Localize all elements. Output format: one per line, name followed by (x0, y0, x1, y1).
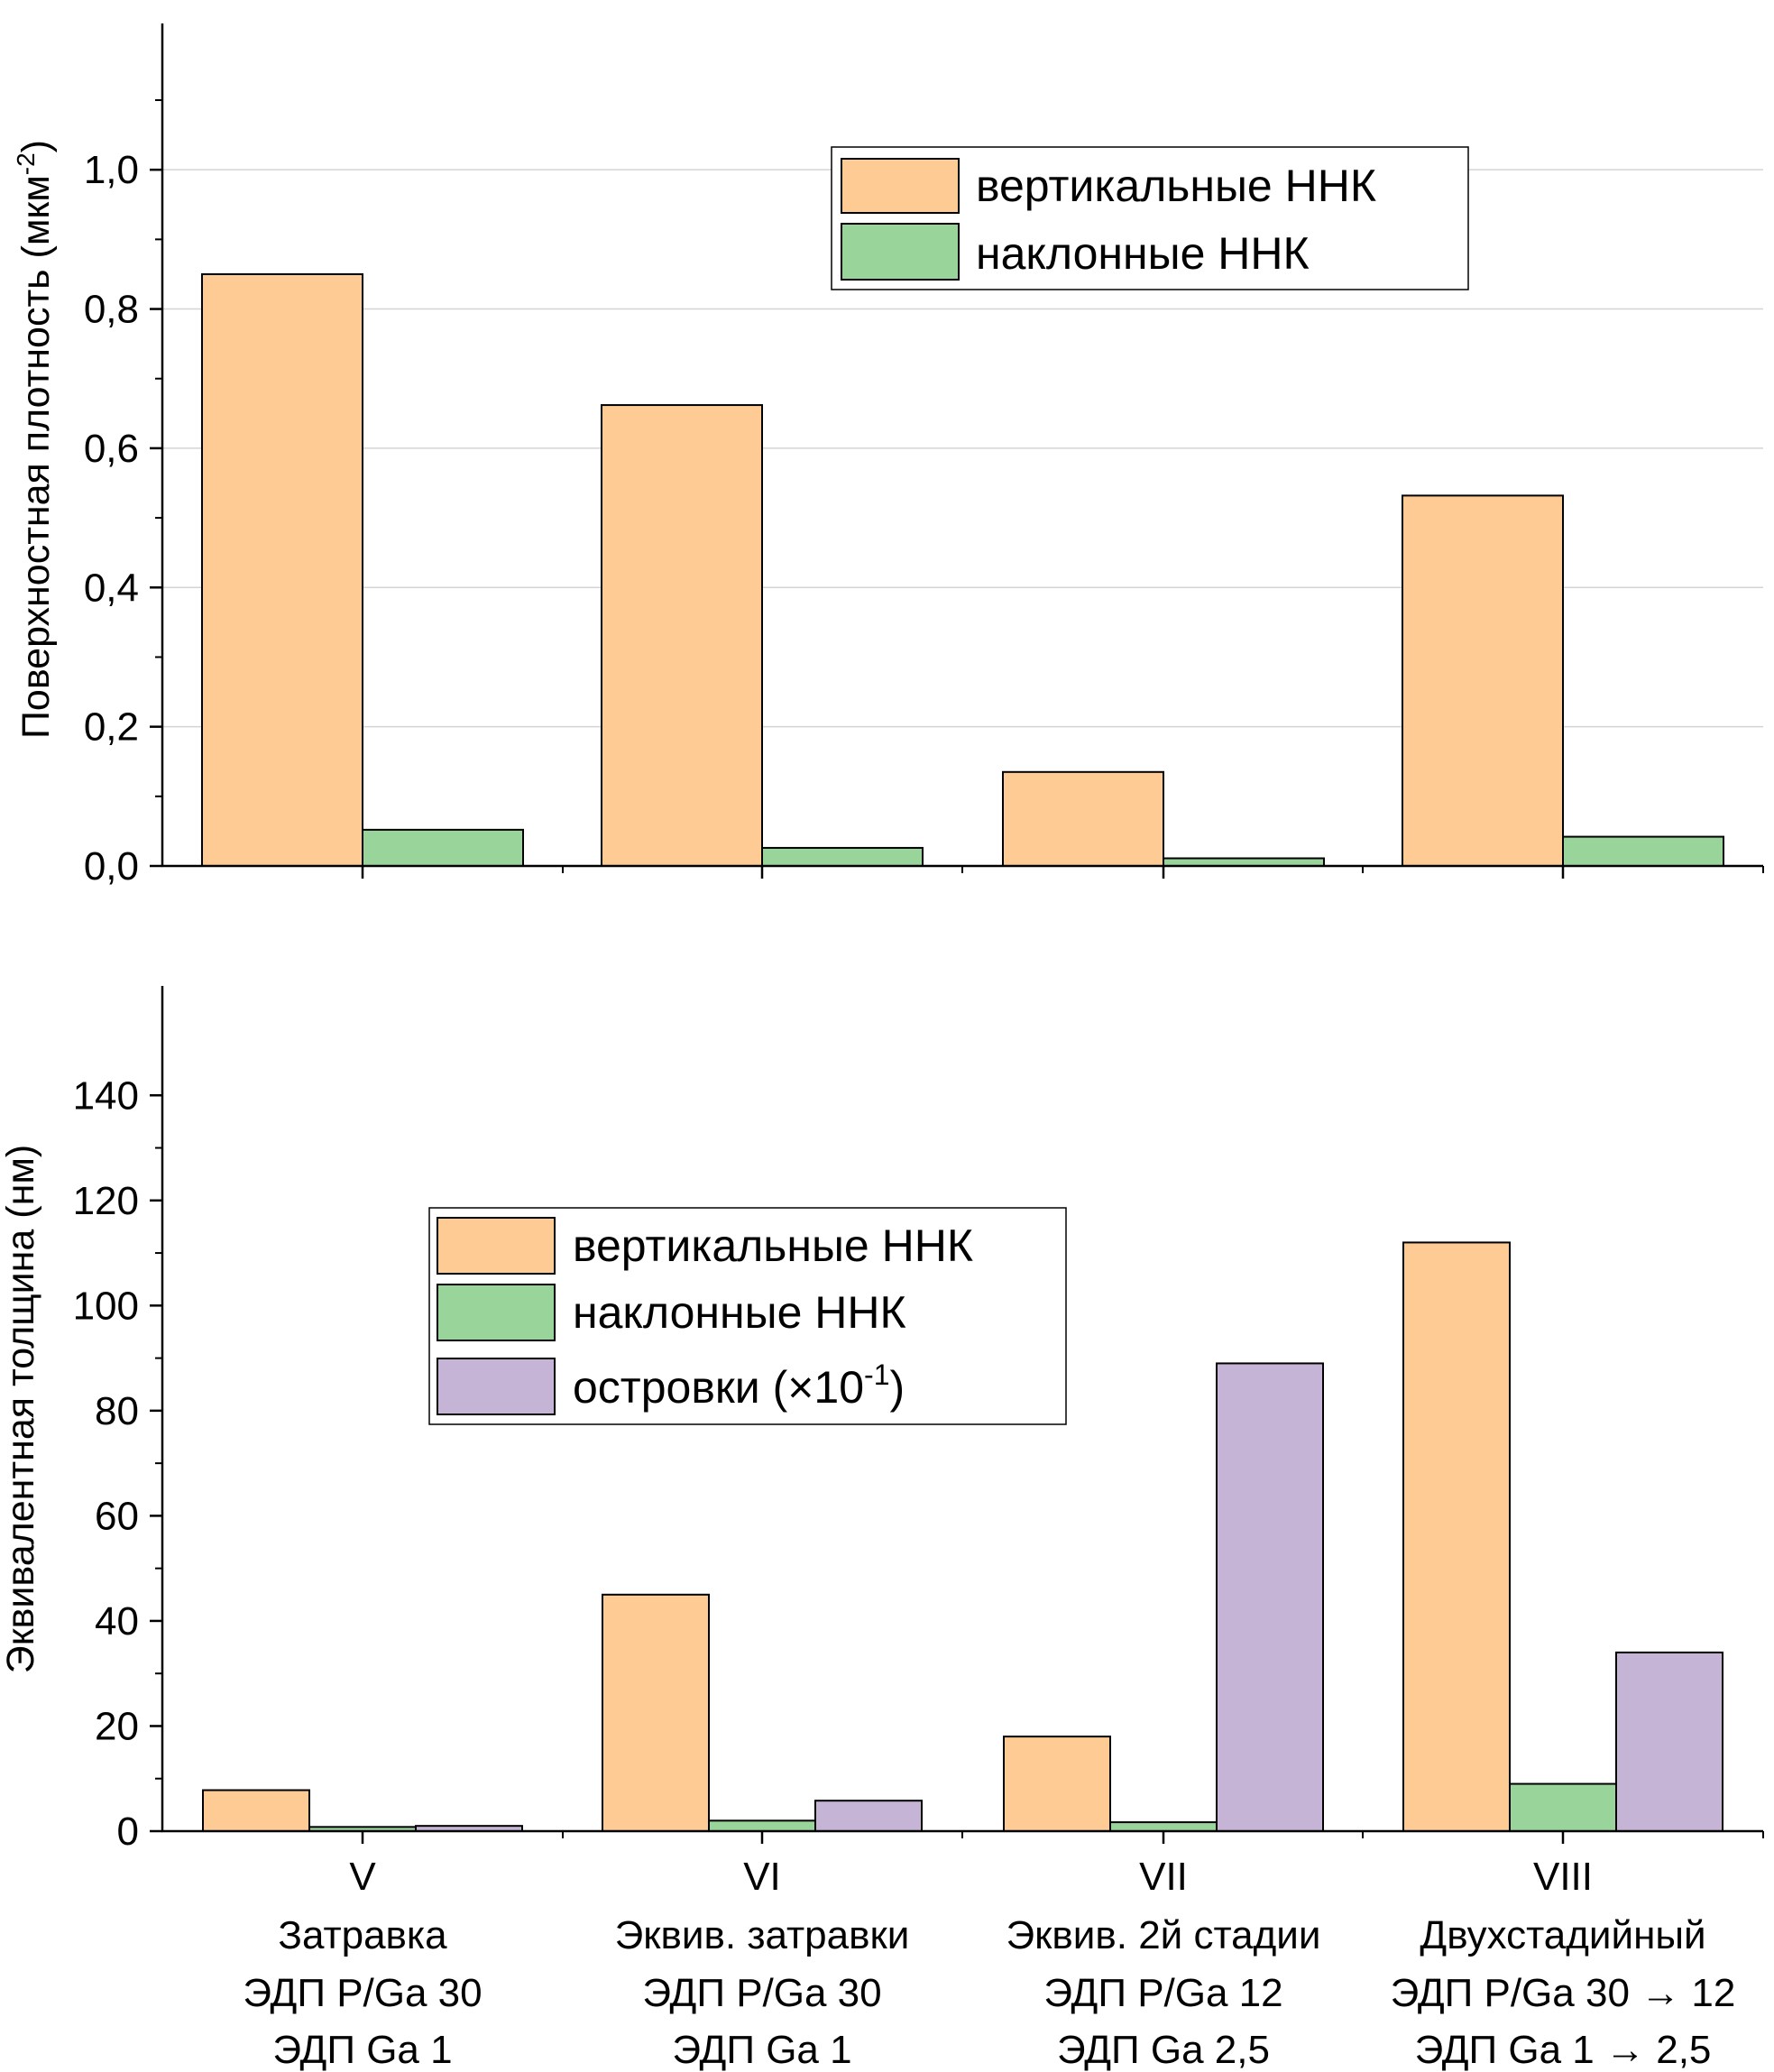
bar-islands-VIII (1615, 1651, 1723, 1832)
top-legend-label-inclined: наклонные ННК (976, 228, 1310, 279)
category-line2: ЭДП P/Ga 30 (243, 1971, 482, 2015)
bottom-legend-swatch-islands (437, 1358, 556, 1415)
bottom-legend-label-vertical: вертикальные ННК (573, 1220, 973, 1271)
bottom-thickness-chart: 0 20 40 60 80 100 120 140 Эквивалентная … (0, 986, 1764, 2072)
top-bars (201, 272, 1724, 868)
bottom-y-tick-label: 120 (73, 1179, 139, 1223)
category-line3: ЭДП Ga 1 (672, 2028, 851, 2072)
category-line2: ЭДП P/Ga 30 → 12 (1391, 1971, 1736, 2015)
bottom-y-tick-label: 60 (95, 1494, 139, 1538)
bottom-legend-swatch-vertical (437, 1217, 556, 1275)
category-line1: Затравка (278, 1913, 447, 1957)
bottom-legend-label-islands: островки (×10-1) (573, 1358, 905, 1413)
category-id: VI (743, 1855, 781, 1899)
category-line3: ЭДП Ga 2,5 (1057, 2028, 1270, 2072)
bottom-legend-label-inclined: наклонные ННК (573, 1287, 906, 1338)
category-labels: V Затравка ЭДП P/Ga 30 ЭДП Ga 1 VI Эквив… (243, 1855, 1735, 2072)
bar-vertical-VI (601, 404, 763, 867)
top-y-axis-label: Поверхностная плотность (мкм-2) (12, 140, 58, 739)
bottom-legend-swatch-inclined (437, 1284, 556, 1341)
bar-islands-VI (814, 1800, 923, 1832)
bar-vertical-VII (1002, 770, 1164, 868)
bottom-y-tick-label: 40 (95, 1599, 139, 1644)
category-id: VII (1139, 1855, 1188, 1899)
category-line2: ЭДП P/Ga 30 (642, 1971, 881, 2015)
category-line1: Двухстадийный (1420, 1913, 1705, 1957)
top-axes (150, 23, 1764, 879)
category-line3: ЭДП Ga 1 (272, 2028, 452, 2072)
bar-vertical-VII (1003, 1736, 1111, 1832)
bar-inclined-VIII (1562, 835, 1724, 867)
bottom-y-tick-labels: 0 20 40 60 80 100 120 140 (73, 1073, 139, 1854)
bottom-y-tick-label: 20 (95, 1704, 139, 1748)
top-y-tick-label: 0,8 (84, 288, 139, 332)
bar-vertical-VIII (1402, 494, 1564, 867)
bar-inclined-VII (1109, 1821, 1218, 1833)
category-label-VI: VI Эквив. затравки ЭДП P/Ga 30 ЭДП Ga 1 (615, 1855, 910, 2072)
category-label-VIII: VIII Двухстадийный ЭДП P/Ga 30 → 12 ЭДП … (1391, 1855, 1736, 2072)
top-y-tick-label: 0,0 (84, 844, 139, 889)
bar-inclined-VII (1163, 857, 1325, 868)
bar-vertical-VIII (1402, 1241, 1511, 1832)
bottom-y-tick-label: 80 (95, 1389, 139, 1433)
bar-inclined-V (362, 828, 524, 868)
top-legend-swatch-vertical (841, 158, 960, 214)
bottom-bars (202, 1241, 1723, 1833)
bar-inclined-VIII (1509, 1782, 1617, 1833)
top-y-tick-label: 0,2 (84, 705, 139, 750)
category-line1: Эквив. 2й стадии (1006, 1913, 1321, 1957)
bottom-axes (150, 986, 1764, 1844)
bottom-legend: вертикальные ННК наклонные ННК островки … (428, 1207, 1067, 1425)
bar-vertical-VI (602, 1593, 710, 1833)
top-legend-swatch-inclined (841, 223, 960, 281)
bar-vertical-V (202, 1789, 310, 1833)
category-line1: Эквив. затравки (615, 1913, 910, 1957)
top-y-tick-label: 0,6 (84, 427, 139, 471)
bottom-y-axis-label: Эквивалентная толщина (нм) (0, 1145, 42, 1673)
bar-inclined-VI (761, 846, 924, 868)
top-density-chart: 0,0 0,2 0,4 0,6 0,8 1,0 Поверхностная пл… (12, 23, 1764, 889)
category-line2: ЭДП P/Ga 12 (1043, 1971, 1282, 2015)
top-legend: вертикальные ННК наклонные ННК (831, 146, 1469, 290)
bottom-y-tick-label: 0 (117, 1810, 139, 1854)
bottom-y-tick-label: 140 (73, 1073, 139, 1118)
category-label-V: V Затравка ЭДП P/Ga 30 ЭДП Ga 1 (243, 1855, 482, 2072)
category-id: V (349, 1855, 376, 1899)
bar-inclined-VI (708, 1819, 816, 1833)
category-label-VII: VII Эквив. 2й стадии ЭДП P/Ga 12 ЭДП Ga … (1006, 1855, 1321, 2072)
top-legend-label-vertical: вертикальные ННК (976, 161, 1376, 211)
bar-vertical-V (201, 272, 363, 868)
top-y-tick-label: 1,0 (84, 148, 139, 192)
category-id: VIII (1533, 1855, 1593, 1899)
bar-islands-VII (1216, 1362, 1324, 1832)
top-y-tick-labels: 0,0 0,2 0,4 0,6 0,8 1,0 (84, 148, 139, 889)
category-line3: ЭДП Ga 1 → 2,5 (1415, 2028, 1712, 2072)
bottom-y-tick-label: 100 (73, 1284, 139, 1328)
top-y-tick-label: 0,4 (84, 566, 139, 610)
